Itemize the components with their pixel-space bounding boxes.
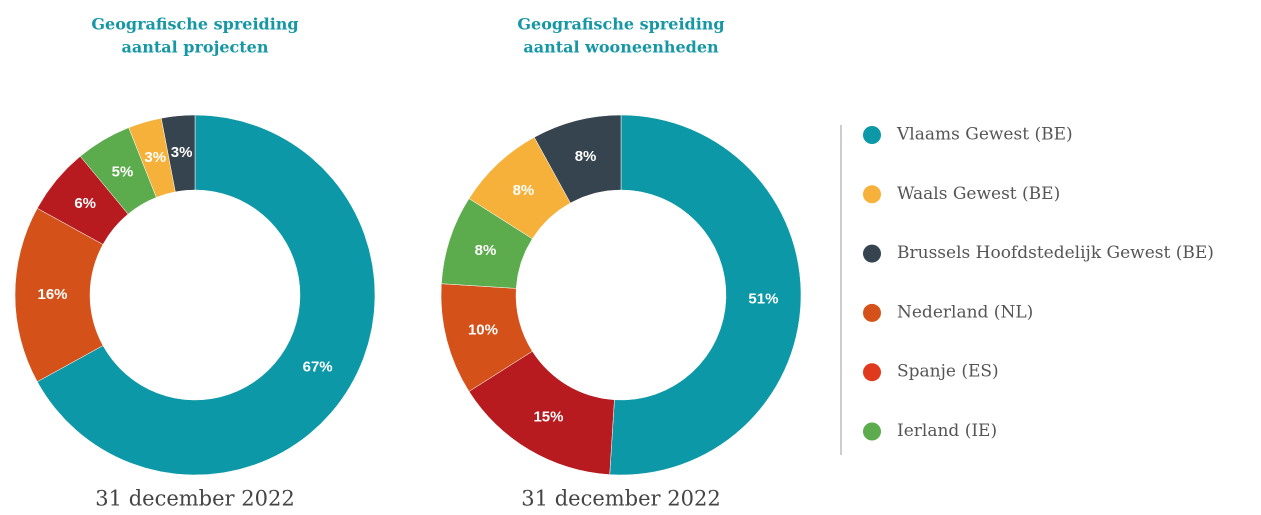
slice-label: 15%	[533, 409, 563, 426]
chart-caption: 31 december 2022	[521, 487, 720, 511]
legend-label: Ierland (IE)	[897, 421, 997, 441]
legend-label: Spanje (ES)	[897, 362, 999, 382]
legend-label: Vlaams Gewest (BE)	[896, 125, 1073, 145]
legend-label: Nederland (NL)	[897, 302, 1033, 322]
chart-title: Geografische spreiding	[517, 15, 724, 34]
slice-label: 10%	[468, 321, 498, 338]
legend-swatch	[863, 185, 881, 204]
slice-label: 51%	[748, 290, 778, 307]
donut-slice	[160, 114, 196, 193]
donut-slice	[609, 114, 802, 476]
slice-label: 3%	[144, 149, 166, 166]
legend-swatch	[863, 126, 881, 144]
legend-label: Waals Gewest (BE)	[897, 184, 1060, 204]
legend-swatch	[863, 244, 881, 263]
slice-label: 8%	[513, 182, 535, 199]
chart-title: Geografische spreiding	[91, 15, 298, 34]
legend-label: Brussels Hoofdstedelijk Gewest (BE)	[897, 243, 1214, 263]
legend-swatch	[863, 363, 881, 382]
legend-swatch	[863, 303, 881, 322]
slice-label: 3%	[171, 144, 193, 161]
chart-title: aantal projecten	[122, 38, 269, 57]
chart-title: aantal wooneenheden	[523, 38, 719, 57]
donut-slice	[36, 114, 376, 476]
chart-caption: 31 december 2022	[95, 487, 294, 511]
slice-label: 6%	[74, 195, 96, 212]
slice-label: 67%	[303, 359, 333, 376]
slice-label: 8%	[475, 242, 497, 259]
legend-swatch	[863, 422, 881, 441]
slice-label: 16%	[37, 286, 67, 303]
donut-slice	[533, 114, 622, 204]
slice-label: 5%	[112, 163, 134, 180]
slice-label: 8%	[575, 148, 597, 165]
